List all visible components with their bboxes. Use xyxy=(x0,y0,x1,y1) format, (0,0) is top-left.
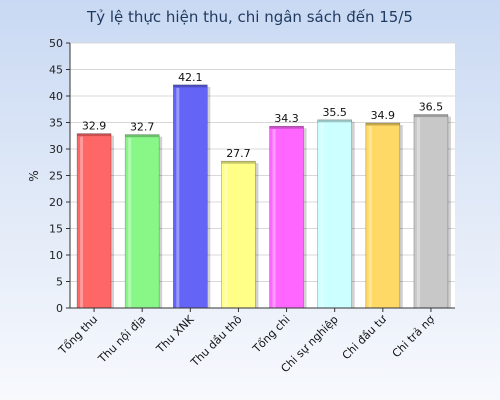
bar-highlight xyxy=(272,129,276,308)
bar-highlight xyxy=(176,87,180,309)
bar-highlight xyxy=(80,136,84,308)
y-tick-label: 45 xyxy=(49,64,63,77)
data-label: 32.7 xyxy=(130,121,155,134)
bar xyxy=(317,119,352,309)
y-tick-label: 25 xyxy=(49,170,63,183)
data-labels: 32.9 32.7 42.1 27.7 34.3 35.5 34.9 36.5 xyxy=(82,71,443,160)
y-tick-label: 40 xyxy=(49,90,63,103)
bar-top-edge xyxy=(413,114,448,118)
bar xyxy=(413,114,449,309)
bar-top-edge xyxy=(269,126,304,129)
x-category-label: Tổng thu xyxy=(56,313,101,358)
y-tick-label: 15 xyxy=(49,223,63,236)
data-label: 32.9 xyxy=(82,120,107,133)
y-tick-label: 35 xyxy=(49,117,63,130)
chart-title: Tỷ lệ thực hiện thu, chi ngân sách đến 1… xyxy=(86,8,413,26)
bar-highlight xyxy=(368,126,372,308)
bar xyxy=(124,134,160,309)
bar xyxy=(173,84,208,309)
y-tick-label: 20 xyxy=(49,196,63,209)
x-category-label: Thu dầu thô xyxy=(188,313,245,370)
bar-top-edge xyxy=(317,119,352,123)
bar-top-edge xyxy=(221,161,256,164)
x-category-label: Thu nội địa xyxy=(95,313,148,366)
bar-highlight xyxy=(128,137,132,308)
data-label: 34.3 xyxy=(274,112,299,125)
y-axis-ticks: 0 5 10 15 20 25 30 35 40 45 50 xyxy=(49,37,70,315)
bar-top-edge xyxy=(77,133,112,137)
axes xyxy=(69,43,455,309)
x-category-label: Tổng chi xyxy=(250,313,293,356)
bar xyxy=(221,160,256,309)
bars xyxy=(76,84,451,309)
data-label: 27.7 xyxy=(226,147,251,160)
x-category-label: Thu XNK xyxy=(153,312,197,356)
bar-highlight xyxy=(224,164,228,308)
bar xyxy=(269,125,304,309)
x-category-label: Chi trả nợ xyxy=(390,313,438,361)
y-tick-label: 50 xyxy=(49,37,63,50)
x-category-label: Chi đầu tư xyxy=(340,312,390,362)
data-label: 34.9 xyxy=(371,109,396,122)
y-axis-label: % xyxy=(27,170,41,181)
y-tick-label: 10 xyxy=(49,249,63,262)
bar xyxy=(76,133,112,309)
y-tick-label: 5 xyxy=(56,276,63,289)
bar-highlight xyxy=(320,122,324,308)
data-label: 42.1 xyxy=(178,71,203,84)
data-label: 35.5 xyxy=(322,106,347,119)
bar xyxy=(365,122,401,309)
y-tick-label: 30 xyxy=(49,143,63,156)
bar-top-edge xyxy=(173,84,208,88)
bar-top-edge xyxy=(365,123,400,126)
bar-top-edge xyxy=(125,134,160,138)
data-label: 36.5 xyxy=(419,101,444,114)
bar-highlight xyxy=(416,117,420,308)
y-tick-label: 0 xyxy=(56,302,63,315)
